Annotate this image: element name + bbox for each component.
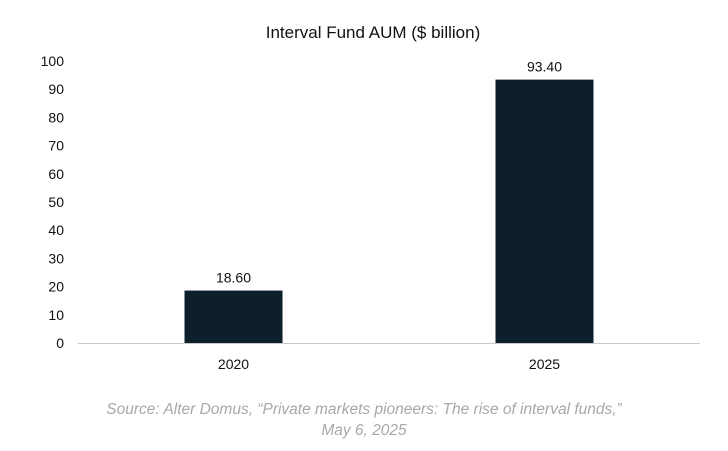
- bars: [184, 79, 594, 343]
- y-axis-tick-labels: 0 10 20 30 40 50 60 70 80 90 100: [41, 53, 65, 351]
- data-labels: 18.60 93.40: [216, 59, 562, 286]
- y-tick-label-100: 100: [41, 53, 65, 69]
- y-tick-label-20: 20: [48, 279, 64, 295]
- x-axis-tick-labels: 2020 2025: [218, 356, 560, 372]
- y-tick-label-90: 90: [48, 81, 64, 97]
- data-label-2020: 18.60: [216, 270, 251, 286]
- bar-2025: [495, 79, 594, 343]
- x-tick-label-2025: 2025: [529, 356, 560, 372]
- x-tick-label-2020: 2020: [218, 356, 249, 372]
- data-label-2025: 93.40: [527, 59, 562, 75]
- y-tick-label-10: 10: [48, 307, 64, 323]
- bar-2020: [184, 290, 283, 343]
- bar-chart: Interval Fund AUM ($ billion) 0 10 20 30 40 5…: [41, 23, 700, 372]
- chart-title: Interval Fund AUM ($ billion): [266, 23, 480, 42]
- y-tick-label-80: 80: [48, 109, 64, 125]
- y-tick-label-40: 40: [48, 222, 64, 238]
- y-tick-label-50: 50: [48, 194, 64, 210]
- source-line-2: May 6, 2025: [321, 422, 407, 439]
- y-tick-label-0: 0: [56, 335, 64, 351]
- y-tick-label-70: 70: [48, 138, 64, 154]
- source-note: Source: Alter Domus, “Private markets pi…: [0, 399, 728, 441]
- source-line-1: Source: Alter Domus, “Private markets pi…: [106, 401, 622, 418]
- y-tick-label-30: 30: [48, 250, 64, 266]
- y-tick-label-60: 60: [48, 166, 64, 182]
